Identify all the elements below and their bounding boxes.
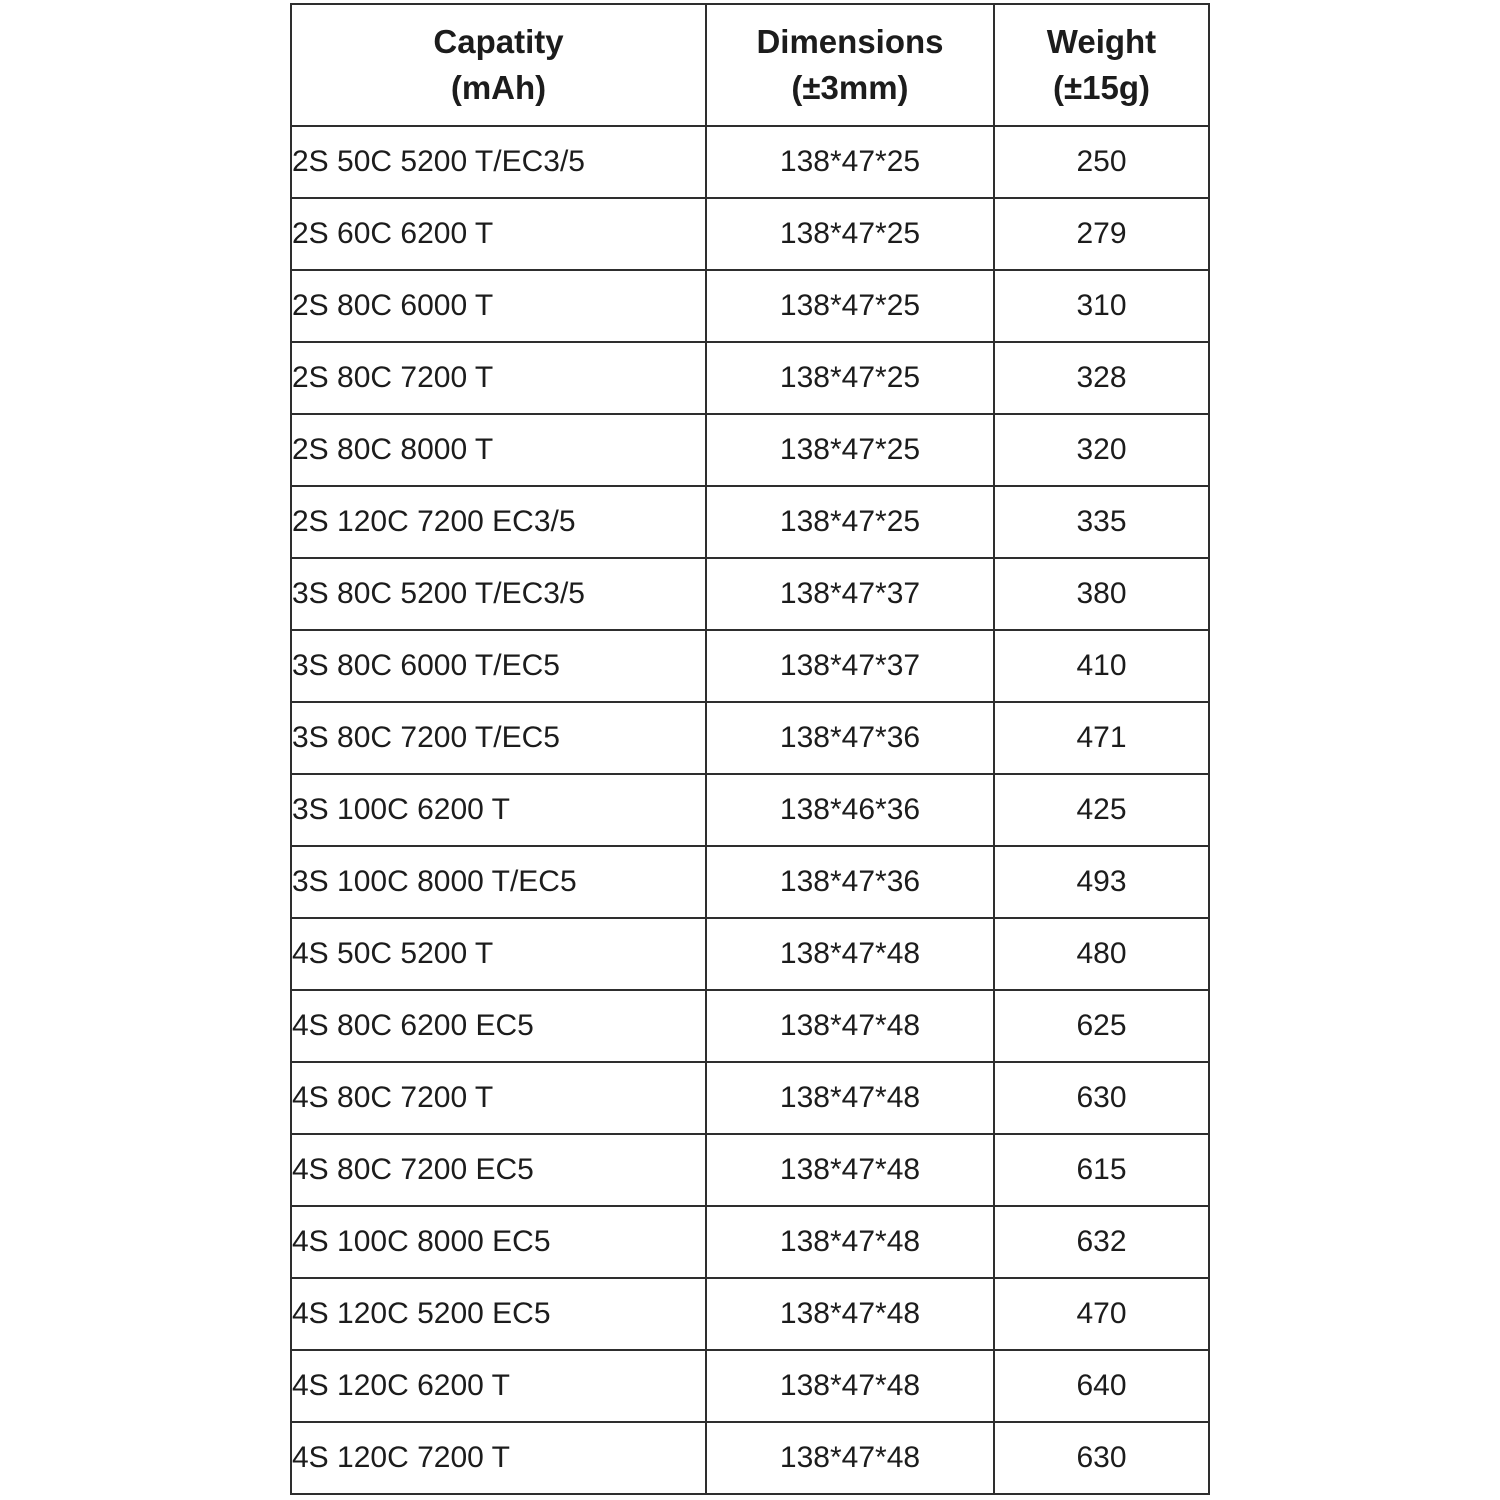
- header-capacity: Capatity (mAh): [290, 3, 707, 127]
- battery-spec-table: Capatity (mAh) Dimensions (±3mm) Weight …: [290, 3, 1210, 1495]
- table-row: 2S 80C 7200 T 138*47*25 328: [290, 341, 1210, 415]
- capacity-cell: 4S 100C 8000 EC5: [290, 1205, 707, 1279]
- capacity-cell: 4S 50C 5200 T: [290, 917, 707, 991]
- table-row: 2S 60C 6200 T 138*47*25 279: [290, 197, 1210, 271]
- dimensions-cell: 138*47*48: [705, 917, 995, 991]
- capacity-cell: 3S 80C 5200 T/EC3/5: [290, 557, 707, 631]
- weight-cell: 250: [993, 125, 1210, 199]
- capacity-cell: 3S 80C 7200 T/EC5: [290, 701, 707, 775]
- table-row: 3S 100C 6200 T 138*46*36 425: [290, 773, 1210, 847]
- capacity-cell: 3S 100C 6200 T: [290, 773, 707, 847]
- table-row: 4S 80C 7200 T 138*47*48 630: [290, 1061, 1210, 1135]
- capacity-cell: 2S 120C 7200 EC3/5: [290, 485, 707, 559]
- capacity-cell: 2S 80C 6000 T: [290, 269, 707, 343]
- weight-cell: 630: [993, 1421, 1210, 1495]
- dimensions-cell: 138*47*48: [705, 1277, 995, 1351]
- dimensions-cell: 138*47*36: [705, 701, 995, 775]
- table-row: 2S 80C 8000 T 138*47*25 320: [290, 413, 1210, 487]
- capacity-cell: 4S 80C 6200 EC5: [290, 989, 707, 1063]
- header-weight: Weight (±15g): [993, 3, 1210, 127]
- table-row: 2S 80C 6000 T 138*47*25 310: [290, 269, 1210, 343]
- dimensions-cell: 138*47*48: [705, 1133, 995, 1207]
- weight-cell: 630: [993, 1061, 1210, 1135]
- capacity-cell: 2S 80C 7200 T: [290, 341, 707, 415]
- dimensions-cell: 138*47*48: [705, 1205, 995, 1279]
- weight-cell: 632: [993, 1205, 1210, 1279]
- table-row: 3S 80C 6000 T/EC5 138*47*37 410: [290, 629, 1210, 703]
- table-row: 3S 100C 8000 T/EC5 138*47*36 493: [290, 845, 1210, 919]
- weight-cell: 615: [993, 1133, 1210, 1207]
- capacity-cell: 3S 80C 6000 T/EC5: [290, 629, 707, 703]
- weight-cell: 335: [993, 485, 1210, 559]
- weight-cell: 470: [993, 1277, 1210, 1351]
- table-row: 2S 120C 7200 EC3/5 138*47*25 335: [290, 485, 1210, 559]
- dimensions-cell: 138*47*37: [705, 557, 995, 631]
- weight-cell: 279: [993, 197, 1210, 271]
- dimensions-cell: 138*47*48: [705, 1061, 995, 1135]
- table-row: 4S 120C 5200 EC5 138*47*48 470: [290, 1277, 1210, 1351]
- weight-cell: 328: [993, 341, 1210, 415]
- table-row: 2S 50C 5200 T/EC3/5 138*47*25 250: [290, 125, 1210, 199]
- header-capacity-title: Capatity: [433, 23, 564, 61]
- header-weight-unit: (±15g): [1053, 69, 1150, 106]
- header-capacity-unit: (mAh): [450, 69, 547, 106]
- dimensions-cell: 138*47*25: [705, 269, 995, 343]
- weight-cell: 493: [993, 845, 1210, 919]
- weight-cell: 471: [993, 701, 1210, 775]
- weight-cell: 425: [993, 773, 1210, 847]
- dimensions-cell: 138*46*36: [705, 773, 995, 847]
- dimensions-cell: 138*47*37: [705, 629, 995, 703]
- dimensions-cell: 138*47*36: [705, 845, 995, 919]
- dimensions-cell: 138*47*48: [705, 989, 995, 1063]
- header-dimensions: Dimensions (±3mm): [705, 3, 995, 127]
- header-row: Capatity (mAh) Dimensions (±3mm) Weight …: [290, 3, 1210, 127]
- weight-cell: 625: [993, 989, 1210, 1063]
- weight-cell: 310: [993, 269, 1210, 343]
- capacity-cell: 4S 80C 7200 EC5: [290, 1133, 707, 1207]
- dimensions-cell: 138*47*25: [705, 413, 995, 487]
- weight-cell: 410: [993, 629, 1210, 703]
- table-row: 4S 120C 7200 T 138*47*48 630: [290, 1421, 1210, 1495]
- dimensions-cell: 138*47*25: [705, 485, 995, 559]
- dimensions-cell: 138*47*25: [705, 125, 995, 199]
- weight-cell: 380: [993, 557, 1210, 631]
- capacity-cell: 2S 60C 6200 T: [290, 197, 707, 271]
- capacity-cell: 4S 80C 7200 T: [290, 1061, 707, 1135]
- dimensions-cell: 138*47*25: [705, 197, 995, 271]
- spec-table-body: 2S 50C 5200 T/EC3/5 138*47*25 250 2S 60C…: [290, 125, 1210, 1495]
- dimensions-cell: 138*47*48: [705, 1349, 995, 1423]
- table-row: 3S 80C 7200 T/EC5 138*47*36 471: [290, 701, 1210, 775]
- dimensions-cell: 138*47*25: [705, 341, 995, 415]
- table-row: 4S 50C 5200 T 138*47*48 480: [290, 917, 1210, 991]
- table-row: 4S 120C 6200 T 138*47*48 640: [290, 1349, 1210, 1423]
- capacity-cell: 2S 50C 5200 T/EC3/5: [290, 125, 707, 199]
- capacity-cell: 3S 100C 8000 T/EC5: [290, 845, 707, 919]
- header-dimensions-unit: (±3mm): [791, 69, 909, 106]
- weight-cell: 640: [993, 1349, 1210, 1423]
- capacity-cell: 4S 120C 5200 EC5: [290, 1277, 707, 1351]
- header-weight-title: Weight: [1046, 23, 1157, 61]
- capacity-cell: 2S 80C 8000 T: [290, 413, 707, 487]
- weight-cell: 320: [993, 413, 1210, 487]
- dimensions-cell: 138*47*48: [705, 1421, 995, 1495]
- weight-cell: 480: [993, 917, 1210, 991]
- table-row: 3S 80C 5200 T/EC3/5 138*47*37 380: [290, 557, 1210, 631]
- table-row: 4S 80C 6200 EC5 138*47*48 625: [290, 989, 1210, 1063]
- capacity-cell: 4S 120C 6200 T: [290, 1349, 707, 1423]
- capacity-cell: 4S 120C 7200 T: [290, 1421, 707, 1495]
- header-dimensions-title: Dimensions: [756, 23, 944, 61]
- table-row: 4S 80C 7200 EC5 138*47*48 615: [290, 1133, 1210, 1207]
- table-row: 4S 100C 8000 EC5 138*47*48 632: [290, 1205, 1210, 1279]
